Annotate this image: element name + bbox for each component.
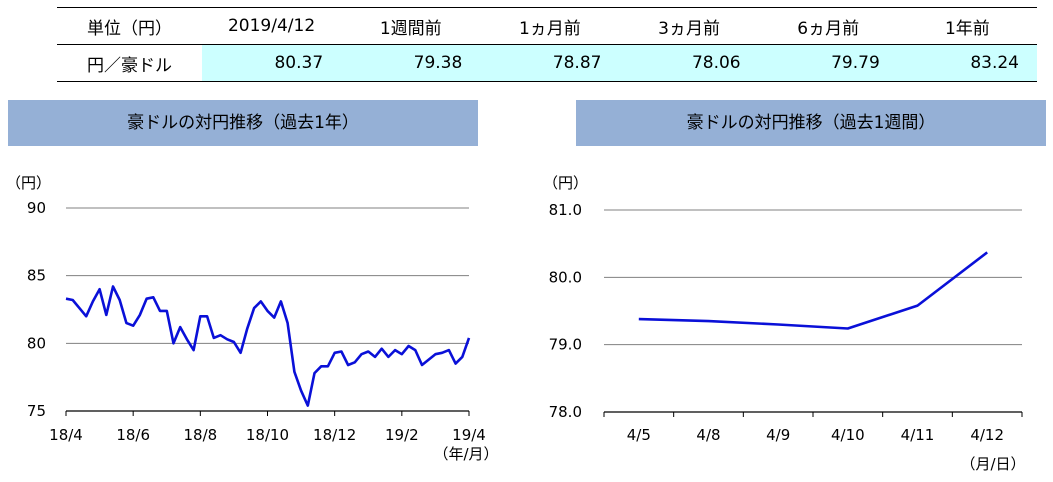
y-unit-label: （円） — [6, 174, 51, 192]
value-6month: 79.79 — [758, 44, 898, 82]
chart-title-1week: 豪ドルの対円推移（過去1週間） — [576, 100, 1046, 146]
x-tick-label: 4/8 — [696, 426, 720, 444]
series-line-1week — [638, 251, 988, 330]
header-1month: 1ヵ月前 — [480, 7, 620, 45]
table-header-row: 単位（円） 2019/4/12 1週間前 1ヵ月前 3ヵ月前 6ヵ月前 1年前 — [57, 7, 1037, 45]
x-tick-label: 19/4 — [452, 426, 486, 444]
y-tick-label: 85 — [27, 267, 46, 285]
y-tick-label: 90 — [27, 199, 46, 217]
row-label: 円／豪ドル — [57, 44, 202, 82]
x-tick-label: 18/8 — [183, 426, 217, 444]
header-unit: 単位（円） — [57, 7, 202, 45]
header-1week: 1週間前 — [341, 7, 481, 45]
x-tick-label: 18/12 — [313, 426, 356, 444]
series-line-1year — [65, 285, 471, 407]
y-tick-label: 79.0 — [549, 336, 582, 354]
header-6month: 6ヵ月前 — [758, 7, 898, 45]
x-tick-label: 4/11 — [901, 426, 935, 444]
x-unit-label: （年/月） — [433, 445, 498, 463]
table-row: 円／豪ドル 80.37 79.38 78.87 78.06 79.79 83.2… — [57, 44, 1037, 82]
y-tick-label: 78.0 — [549, 403, 582, 421]
x-tick-label: 4/5 — [627, 426, 651, 444]
value-3month: 78.06 — [619, 44, 759, 82]
chart-title-1year: 豪ドルの対円推移（過去1年） — [8, 100, 478, 146]
value-current: 80.37 — [202, 44, 342, 82]
header-1year: 1年前 — [897, 7, 1037, 45]
rate-table: 単位（円） 2019/4/12 1週間前 1ヵ月前 3ヵ月前 6ヵ月前 1年前 … — [57, 7, 1037, 82]
x-tick-label: 4/12 — [970, 426, 1004, 444]
value-1week: 79.38 — [341, 44, 481, 82]
y-tick-label: 80 — [27, 334, 46, 352]
x-tick-label: 4/10 — [831, 426, 865, 444]
y-tick-label: 75 — [27, 402, 46, 420]
value-1month: 78.87 — [480, 44, 620, 82]
x-tick-label: 18/4 — [49, 426, 83, 444]
x-unit-label: （月/日） — [960, 455, 1025, 473]
x-tick-label: 18/6 — [116, 426, 150, 444]
header-date: 2019/4/12 — [202, 7, 342, 45]
value-1year: 83.24 — [897, 44, 1037, 82]
y-unit-label: （円） — [543, 174, 588, 192]
header-3month: 3ヵ月前 — [619, 7, 759, 45]
x-tick-label: 19/2 — [385, 426, 419, 444]
y-tick-label: 80.0 — [549, 268, 582, 286]
y-tick-label: 81.0 — [549, 201, 582, 219]
x-tick-label: 4/9 — [766, 426, 790, 444]
x-tick-label: 18/10 — [246, 426, 289, 444]
